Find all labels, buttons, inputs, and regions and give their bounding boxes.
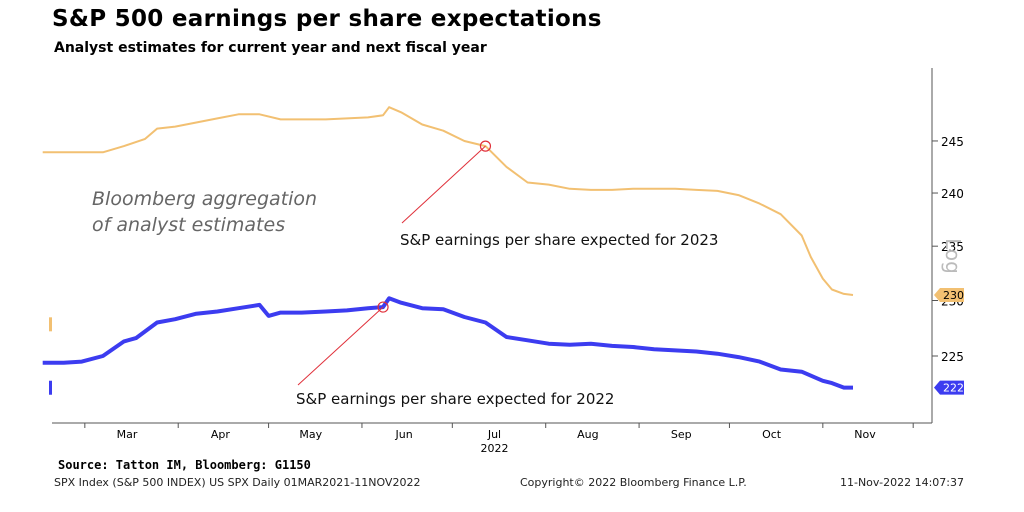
chart-subtitle: Analyst estimates for current year and n…: [54, 40, 487, 56]
y-tick-label: 225: [941, 350, 964, 364]
last-value-tag: 222: [943, 382, 964, 395]
y-axis-scale-label: Log: [941, 238, 965, 274]
annotation-marker: [377, 301, 389, 313]
footer-description: SPX Index (S&P 500 INDEX) US SPX Daily 0…: [54, 476, 421, 489]
x-tick-label: Jul: [487, 428, 501, 441]
series-line-eps-2022: [42, 296, 853, 390]
annotation-marker: [479, 140, 492, 152]
x-tick-label: May: [299, 428, 322, 441]
annotation-leader-line: [297, 306, 384, 386]
chart-note-line: Bloomberg aggregation: [92, 188, 317, 210]
last-value-tag: 230: [943, 289, 964, 302]
annotation-leader-line: [401, 145, 486, 224]
y-tick-label: 240: [941, 187, 964, 201]
series-line-eps-2023: [42, 106, 854, 296]
x-tick-label: Nov: [854, 428, 876, 441]
last-value-tag-bg: [934, 288, 964, 303]
x-tick-label: Jun: [395, 428, 413, 441]
footer-timestamp: 11-Nov-2022 14:07:37: [839, 476, 964, 489]
annotation-label: S&P earnings per share expected for 2022: [296, 390, 614, 408]
annotation-label: S&P earnings per share expected for 2023: [400, 231, 718, 249]
source-note: Source: Tatton IM, Bloomberg: G1150: [58, 458, 311, 472]
x-year-label: 2022: [480, 442, 508, 455]
chart-note-line: of analyst estimates: [92, 214, 285, 236]
last-value-tag-bg: [934, 380, 964, 395]
x-tick-label: Apr: [211, 428, 231, 441]
chart-title: S&P 500 earnings per share expectations: [52, 6, 602, 32]
footer-copyright: Copyright© 2022 Bloomberg Finance L.P.: [520, 476, 747, 489]
left-marker-eps-2023: [49, 317, 52, 332]
y-tick-label: 245: [941, 135, 964, 149]
x-tick-label: Mar: [117, 428, 138, 441]
y-tick-label: 235: [941, 240, 964, 254]
left-marker-eps-2022: [49, 380, 52, 395]
x-tick-label: Sep: [671, 428, 692, 441]
x-tick-label: Oct: [762, 428, 782, 441]
x-tick-label: Aug: [577, 428, 598, 441]
